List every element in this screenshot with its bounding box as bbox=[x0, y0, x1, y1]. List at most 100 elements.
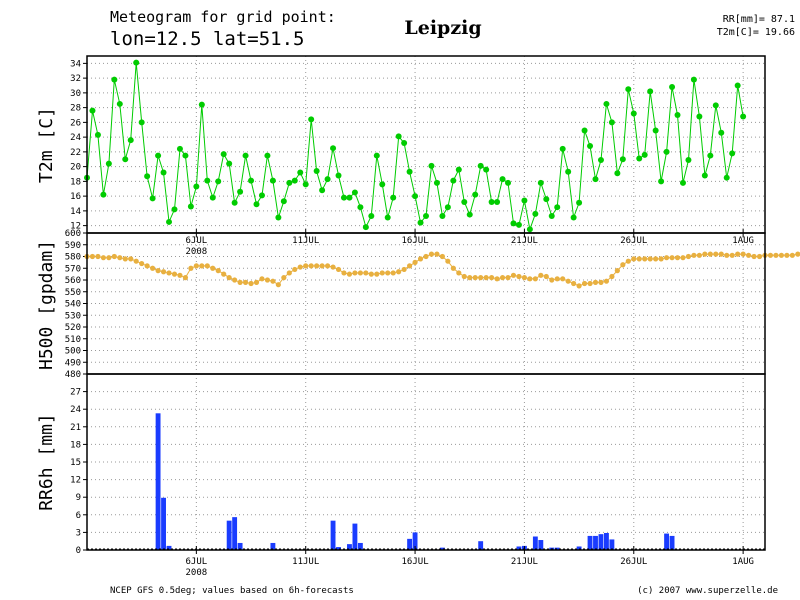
data-point bbox=[390, 194, 397, 201]
data-point bbox=[466, 211, 473, 218]
header-coordinates: lon=12.5 lat=51.5 bbox=[110, 28, 304, 50]
data-point bbox=[177, 272, 183, 278]
data-point bbox=[734, 82, 741, 89]
data-point bbox=[106, 255, 112, 261]
data-point bbox=[417, 256, 424, 262]
data-point bbox=[237, 279, 243, 285]
data-point bbox=[609, 273, 615, 280]
data-point bbox=[433, 179, 440, 186]
data-point bbox=[516, 273, 522, 280]
data-point bbox=[488, 199, 495, 206]
data-point bbox=[499, 176, 506, 183]
data-point bbox=[538, 272, 544, 278]
data-point bbox=[701, 172, 708, 179]
data-point bbox=[592, 176, 599, 183]
precip-bar bbox=[347, 544, 352, 550]
data-point bbox=[527, 276, 533, 282]
data-point bbox=[264, 152, 271, 159]
data-point bbox=[631, 256, 637, 262]
data-point bbox=[614, 268, 620, 274]
x-tick-label: 21JUL bbox=[511, 557, 538, 567]
data-point bbox=[357, 270, 363, 276]
data-point bbox=[385, 270, 391, 276]
data-point bbox=[674, 255, 681, 261]
y-tick-label: 520 bbox=[65, 323, 81, 333]
data-point bbox=[324, 176, 331, 183]
data-point bbox=[571, 280, 577, 287]
data-point bbox=[658, 256, 664, 262]
data-point bbox=[724, 252, 730, 258]
data-point bbox=[406, 168, 413, 175]
data-point bbox=[532, 276, 538, 282]
data-point bbox=[489, 275, 495, 281]
y-tick-label: 480 bbox=[65, 370, 81, 380]
data-point bbox=[308, 263, 314, 269]
y-tick-label: 570 bbox=[65, 264, 81, 274]
data-point bbox=[116, 100, 123, 107]
data-point bbox=[155, 268, 161, 274]
data-point bbox=[384, 214, 391, 221]
data-point bbox=[428, 162, 435, 169]
data-point bbox=[395, 133, 402, 140]
y-tick-label: 600 bbox=[65, 229, 81, 239]
data-point bbox=[581, 280, 588, 287]
data-point bbox=[280, 198, 287, 205]
x-tick-label: 1AUG bbox=[732, 557, 754, 567]
data-point bbox=[751, 253, 757, 260]
data-point bbox=[565, 168, 572, 175]
x-tick-label: 11JUL bbox=[292, 236, 319, 246]
data-point bbox=[587, 142, 594, 149]
y-axis-label: H500 [gpdam] bbox=[36, 240, 57, 370]
data-point bbox=[548, 213, 555, 220]
data-point bbox=[445, 258, 451, 264]
data-point bbox=[472, 275, 478, 281]
y-tick-label: 32 bbox=[70, 74, 81, 84]
data-point bbox=[199, 263, 205, 269]
y-tick-label: 6 bbox=[76, 511, 81, 521]
data-point bbox=[374, 271, 380, 277]
precip-bar bbox=[609, 539, 615, 550]
data-point bbox=[226, 275, 232, 281]
data-point bbox=[608, 119, 615, 126]
y-tick-label: 34 bbox=[70, 59, 81, 69]
y-tick-label: 27 bbox=[70, 388, 81, 398]
data-point bbox=[291, 177, 298, 184]
precip-bar bbox=[237, 542, 243, 550]
data-point bbox=[210, 265, 216, 271]
data-point bbox=[467, 275, 473, 281]
data-point bbox=[221, 271, 227, 277]
data-point bbox=[718, 129, 725, 136]
y-tick-label: 3 bbox=[76, 528, 81, 538]
data-point bbox=[745, 252, 752, 258]
data-point bbox=[127, 137, 134, 144]
data-point bbox=[581, 127, 588, 134]
data-point bbox=[275, 214, 282, 221]
data-point bbox=[149, 195, 156, 202]
data-point bbox=[510, 272, 517, 278]
data-point bbox=[707, 152, 714, 159]
precip-bar bbox=[593, 535, 598, 550]
footer-source: NCEP GFS 0.5deg; values based on 6h-fore… bbox=[110, 586, 354, 596]
precip-bar bbox=[352, 523, 358, 550]
data-point bbox=[406, 263, 413, 269]
data-point bbox=[150, 265, 156, 271]
y-tick-label: 0 bbox=[76, 546, 81, 556]
data-point bbox=[603, 278, 610, 284]
data-point bbox=[242, 279, 249, 285]
data-point bbox=[625, 258, 631, 264]
precip-bar bbox=[478, 541, 484, 550]
data-point bbox=[718, 251, 724, 257]
data-point bbox=[275, 282, 281, 288]
precip-bar bbox=[226, 520, 232, 550]
data-point bbox=[767, 252, 774, 258]
y-tick-label: 16 bbox=[70, 192, 81, 202]
y-tick-label: 15 bbox=[70, 458, 81, 468]
data-point bbox=[554, 204, 561, 211]
data-point bbox=[346, 271, 353, 277]
data-point bbox=[587, 280, 593, 287]
series-line bbox=[87, 253, 800, 287]
precip-bar bbox=[604, 532, 609, 550]
precip-bar bbox=[554, 547, 560, 550]
data-point bbox=[166, 218, 173, 225]
data-point bbox=[778, 252, 785, 258]
